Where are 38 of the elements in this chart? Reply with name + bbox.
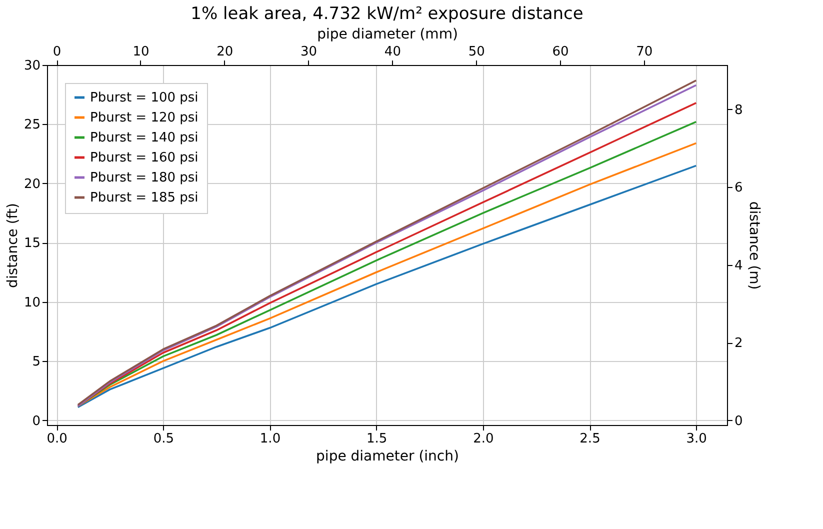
- y2-axis-title: distance (m): [746, 201, 762, 290]
- y2-tick-label: 8: [734, 102, 743, 118]
- y-tick-label: 30: [24, 58, 40, 74]
- x2-tick-label: 70: [636, 44, 653, 60]
- x2-axis-title: pipe diameter (mm): [317, 26, 458, 42]
- x-tick-label: 2.0: [473, 432, 494, 446]
- y-tick-label: 25: [24, 118, 40, 133]
- x2-tick-label: 60: [552, 44, 569, 60]
- legend-label: Pburst = 120 psi: [90, 110, 198, 126]
- legend-label: Pburst = 160 psi: [90, 150, 198, 166]
- x-axis-title: pipe diameter (inch): [316, 448, 459, 464]
- y-tick-label: 15: [24, 236, 40, 252]
- y-tick-label: 0: [32, 414, 40, 429]
- y-axis-title: distance (ft): [4, 203, 21, 288]
- x2-tick-label: 30: [300, 44, 318, 60]
- x-tick-label: 3.0: [686, 432, 707, 446]
- x2-tick-label: 10: [132, 44, 150, 60]
- y2-tick-label: 6: [734, 180, 743, 196]
- x2-tick-label: 20: [216, 44, 234, 60]
- x2-tick-label: 0: [52, 44, 62, 60]
- legend-label: Pburst = 100 psi: [90, 90, 198, 106]
- x-tick-label: 1.5: [366, 432, 388, 446]
- y2-tick-label: 4: [734, 258, 743, 274]
- x-tick-label: 0.0: [46, 432, 68, 446]
- x2-tick-label: 40: [384, 44, 401, 60]
- y2-tick-label: 0: [734, 414, 743, 429]
- legend-label: Pburst = 140 psi: [90, 130, 198, 146]
- x-tick-label: 2.5: [580, 432, 600, 446]
- y-tick-label: 5: [32, 354, 40, 370]
- y-tick-label: 20: [24, 176, 40, 192]
- x2-tick-label: 50: [468, 44, 485, 60]
- chart-title: 1% leak area, 4.732 kW/m² exposure distance: [190, 4, 584, 24]
- legend-label: Pburst = 185 psi: [90, 190, 198, 206]
- x-tick-label: 0.5: [153, 432, 174, 446]
- x-tick-label: 1.0: [260, 432, 281, 446]
- y-tick-label: 10: [24, 295, 40, 310]
- legend-label: Pburst = 180 psi: [90, 170, 198, 186]
- y2-tick-label: 2: [734, 336, 743, 352]
